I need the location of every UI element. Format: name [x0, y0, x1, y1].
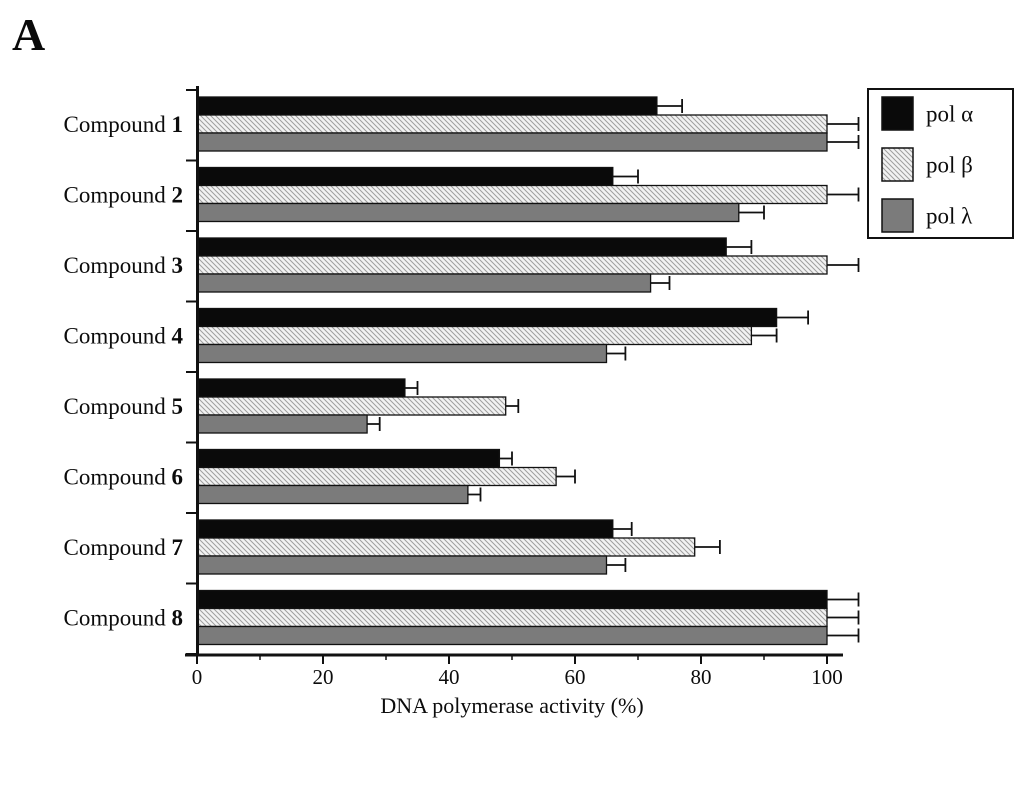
x-axis-tick-label: 60 [565, 665, 586, 689]
bar-black-compound-8 [196, 589, 828, 610]
bar-black-compound-4 [196, 307, 778, 328]
bar-gray-compound-5 [196, 414, 368, 434]
bar-hatch-compound-1 [196, 114, 828, 134]
error-bar [827, 187, 860, 202]
bar-gray-compound-8 [196, 625, 828, 646]
bar-group-5: Compound 5 [64, 378, 520, 434]
error-bar [612, 522, 633, 536]
bar-black-compound-6 [196, 448, 501, 469]
error-bar [499, 451, 513, 466]
bar-group-3: Compound 3 [64, 237, 860, 293]
bar-hatch-compound-6 [196, 466, 557, 487]
bar-gray-compound-2 [196, 202, 740, 223]
category-label-1: Compound 1 [64, 112, 183, 137]
bar-group-4: Compound 4 [64, 307, 809, 364]
error-bar [656, 99, 683, 113]
bar-hatch-compound-3 [196, 255, 828, 275]
error-bar [827, 258, 860, 272]
bar-group-2: Compound 2 [64, 166, 860, 223]
legend-label-3: pol λ [926, 204, 973, 229]
x-axis-title: DNA polymerase activity (%) [380, 693, 643, 718]
bar-black-compound-3 [196, 237, 727, 257]
x-axis-tick-label: 20 [313, 665, 334, 689]
category-label-4: Compound 4 [64, 323, 184, 348]
category-label-5: Compound 5 [64, 394, 183, 419]
bar-black-compound-7 [196, 519, 614, 539]
chart-root: Compound 1 Compound 2 Compound 3 Compound 4… [64, 86, 1014, 718]
bar-group-7: Compound 7 [64, 519, 721, 575]
x-axis-tick-label: 80 [691, 665, 712, 689]
error-bar [827, 610, 860, 625]
legend-swatch-gray [881, 198, 914, 233]
category-label-2: Compound 2 [64, 182, 183, 207]
error-bar [738, 205, 765, 220]
bar-group-6: Compound 6 [64, 448, 576, 505]
error-bar [606, 346, 627, 361]
axes: 0 20 40 60 80 100 DNA polymerase activity (%) [185, 86, 843, 718]
bar-group-1: Compound 1 [64, 96, 860, 152]
bar-gray-compound-4 [196, 343, 608, 364]
bar-hatch-compound-8 [196, 607, 828, 628]
bar-black-compound-1 [196, 96, 658, 116]
bar-gray-compound-7 [196, 555, 608, 575]
error-bar [827, 628, 860, 643]
error-bar [776, 310, 809, 325]
category-label-8: Compound 8 [64, 605, 183, 630]
error-bar [726, 240, 753, 254]
error-bar [606, 558, 627, 572]
bar-group-8: Compound 8 [64, 589, 860, 646]
bar-hatch-compound-5 [196, 396, 507, 416]
bar-hatch-compound-2 [196, 184, 828, 205]
bar-gray-compound-6 [196, 484, 469, 505]
bar-black-compound-2 [196, 166, 614, 187]
bar-hatch-compound-7 [196, 537, 696, 557]
bar-gray-compound-1 [196, 132, 828, 152]
bar-hatch-compound-4 [196, 325, 753, 346]
legend-label-2: pol β [926, 153, 973, 178]
x-axis-tick-label: 100 [811, 665, 843, 689]
category-label-7: Compound 7 [64, 535, 183, 560]
category-label-3: Compound 3 [64, 253, 183, 278]
panel-label: A [12, 9, 46, 60]
x-axis-tick-label: 40 [439, 665, 460, 689]
error-bar [612, 169, 639, 184]
error-bar [467, 487, 482, 502]
error-bar [404, 381, 419, 395]
error-bar [367, 417, 381, 431]
bar-gray-compound-3 [196, 273, 652, 293]
legend-swatch-hatch [881, 147, 914, 182]
error-bar [556, 469, 576, 484]
error-bar [694, 540, 721, 554]
error-bar [505, 399, 520, 413]
legend: pol α pol β pol λ [867, 88, 1014, 239]
error-bar [827, 592, 860, 607]
legend-label-1: pol α [926, 102, 973, 127]
category-label-6: Compound 6 [64, 464, 183, 489]
x-axis-tick-label: 0 [192, 665, 203, 689]
error-bar [827, 117, 860, 131]
error-bar [827, 135, 860, 149]
legend-swatch-black [881, 96, 914, 131]
error-bar [751, 328, 778, 343]
error-bar [650, 276, 671, 290]
bar-black-compound-5 [196, 378, 406, 398]
